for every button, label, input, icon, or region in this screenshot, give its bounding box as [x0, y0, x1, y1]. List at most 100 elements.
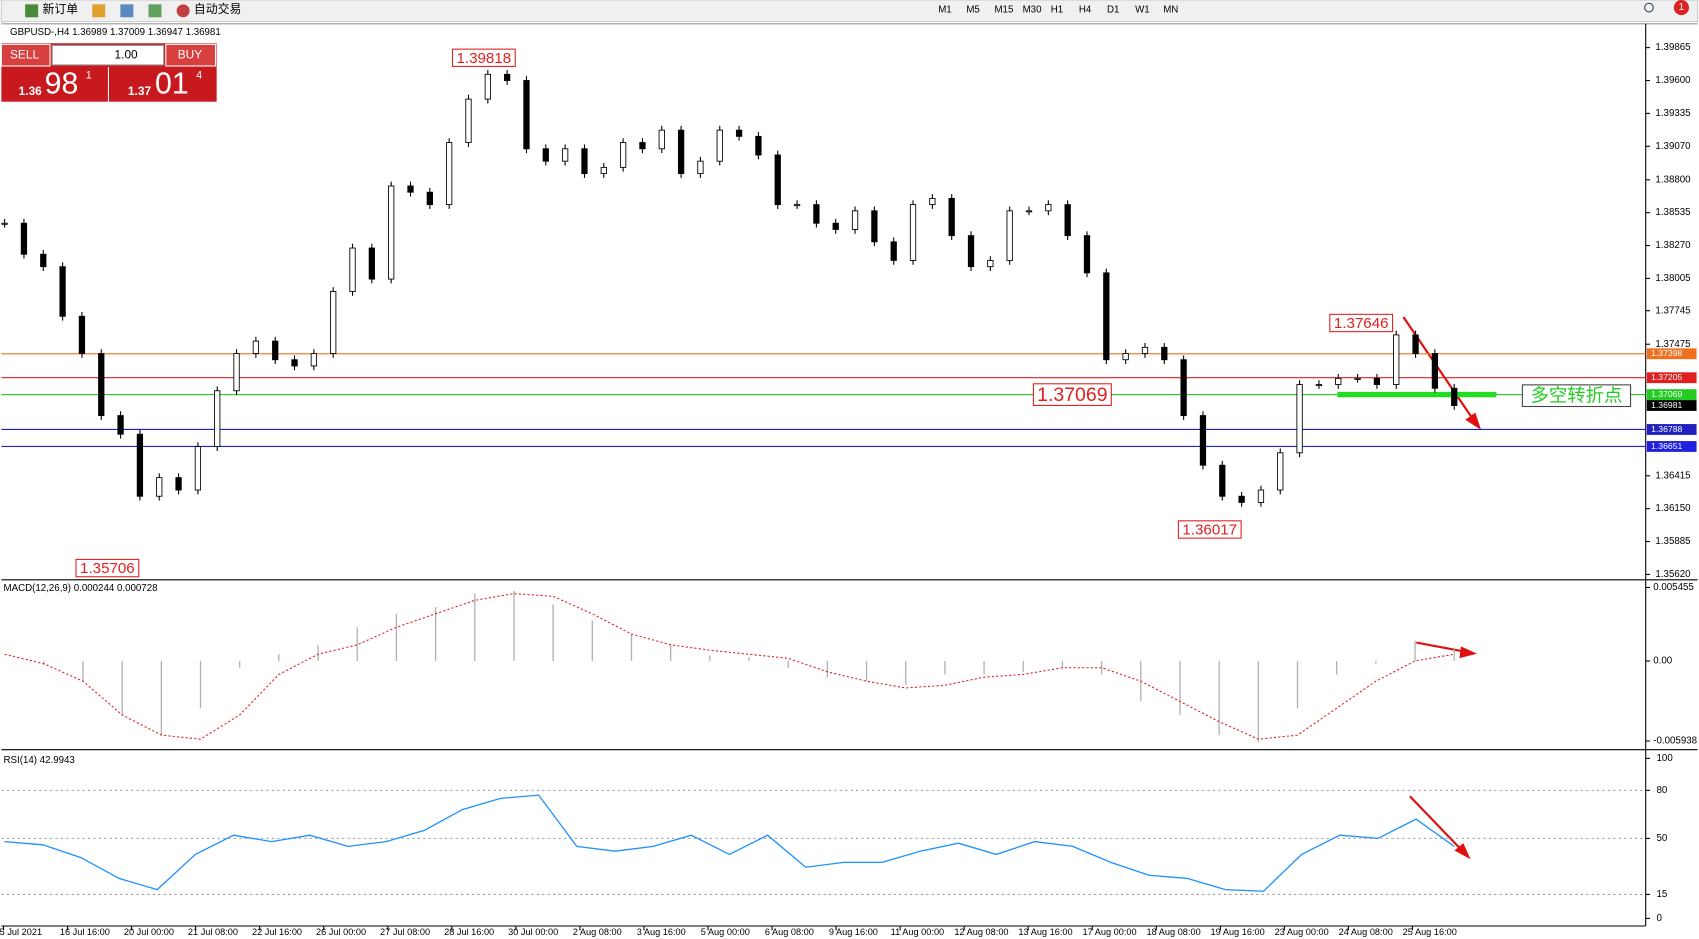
- timeframe-button[interactable]: H1: [1051, 4, 1063, 15]
- level-label: 1.37398: [1651, 348, 1682, 358]
- timeframe-button[interactable]: MN: [1163, 4, 1178, 15]
- timeframe-button[interactable]: H4: [1079, 4, 1092, 15]
- sell-button[interactable]: [0, 43, 51, 67]
- y-tick-label: 1.39600: [1655, 75, 1691, 86]
- candle-body: [909, 204, 917, 261]
- y-tick-label: 1.38270: [1655, 240, 1691, 251]
- x-tick-label: 6 Aug 08:00: [765, 927, 814, 937]
- candle-body: [1412, 334, 1419, 354]
- candle-body: [1045, 204, 1052, 212]
- level-label: 1.37205: [1651, 372, 1682, 382]
- candle-body: [20, 222, 28, 255]
- candle-body: [194, 446, 202, 491]
- timeframe-button[interactable]: W1: [1135, 4, 1150, 15]
- lot-input[interactable]: [51, 44, 165, 66]
- macd-signal: [4, 593, 1455, 740]
- level-tag: [1646, 372, 1697, 384]
- candle-body: [1219, 464, 1226, 497]
- level-tag: [1646, 348, 1697, 360]
- timeframe-button[interactable]: D1: [1107, 4, 1119, 15]
- autotrade-icon[interactable]: [176, 4, 190, 18]
- y-tick-label: 1.37745: [1655, 305, 1690, 316]
- level-label: 1.37069: [1651, 389, 1682, 399]
- y-tick-label: 0.00: [1653, 656, 1673, 667]
- order-panel: SELL 1.00 BUY 1.36 98 1 1.37 01 4: [0, 43, 217, 102]
- y-tick-label: 0: [1657, 913, 1663, 924]
- candle-body: [388, 185, 395, 280]
- x-tick-label: 22 Jul 16:00: [252, 927, 302, 937]
- x-tick-label: 27 Jul 08:00: [380, 927, 430, 937]
- rsi-header: RSI(14) 42.9943: [4, 755, 75, 766]
- candle-body: [310, 353, 318, 367]
- x-tick-label: 9 Aug 16:00: [829, 927, 878, 937]
- trend-arrow: [1409, 795, 1465, 854]
- arrow-head: [1459, 646, 1477, 659]
- ask-prefix: 1.37: [128, 84, 152, 98]
- candle-body: [929, 197, 936, 206]
- candle-body: [987, 260, 994, 268]
- candle-body: [1257, 489, 1265, 503]
- annotation: 1.39818: [457, 50, 512, 67]
- arrow-head: [1465, 412, 1482, 430]
- x-tick-label: 16 Jul 16:00: [60, 927, 110, 937]
- candle-body: [1161, 346, 1168, 361]
- timeframe-button[interactable]: M30: [1023, 4, 1043, 15]
- candle-body: [1103, 272, 1110, 361]
- timeframe-button[interactable]: M15: [994, 4, 1013, 15]
- note: 多空转折点: [1531, 385, 1623, 406]
- autotrade-button[interactable]: 自动交易: [194, 2, 242, 16]
- candle-body: [1238, 495, 1245, 503]
- notification-badge[interactable]: [1673, 0, 1689, 16]
- level-tag: [1646, 400, 1697, 411]
- candle-body: [1199, 415, 1207, 466]
- x-tick-label: 11 Aug 00:00: [891, 927, 944, 937]
- candle-body: [1354, 377, 1361, 380]
- candle-body: [793, 204, 801, 207]
- x-tick-label: 5 Aug 00:00: [701, 927, 750, 937]
- candle-body: [1064, 204, 1071, 237]
- candle-body: [233, 353, 240, 392]
- buy-button[interactable]: [165, 43, 217, 67]
- candle-body: [871, 210, 878, 243]
- toolbar: [0, 0, 1699, 23]
- candle-body: [368, 247, 375, 280]
- y-tick-label: 50: [1657, 833, 1668, 844]
- icon[interactable]: [120, 4, 134, 18]
- candle-body: [78, 315, 86, 354]
- candle-body: [252, 340, 260, 354]
- candle-body: [619, 142, 627, 168]
- x-tick-label: 2 Aug 08:00: [573, 927, 622, 937]
- x-tick-label: 21 Jul 08:00: [188, 927, 238, 937]
- search-icon[interactable]: [1644, 2, 1654, 13]
- y-tick-label: 1.36150: [1655, 503, 1691, 514]
- x-tick-label: 19 Aug 16:00: [1211, 927, 1265, 937]
- y-tick-label: 80: [1657, 785, 1668, 796]
- candle-body: [291, 359, 298, 367]
- candle-body: [967, 235, 975, 268]
- icon[interactable]: [92, 4, 106, 18]
- level-tag: [1646, 389, 1697, 401]
- candle-body: [136, 433, 144, 497]
- buy-label: BUY: [178, 47, 202, 61]
- candle-body: [1180, 359, 1187, 417]
- timeframe-button[interactable]: M1: [938, 4, 952, 15]
- candle-body: [117, 415, 124, 435]
- candle-body: [523, 80, 530, 150]
- x-tick-label: 26 Jul 00:00: [316, 927, 366, 937]
- candle-body: [426, 191, 433, 206]
- new-order-button[interactable]: 新订单: [42, 2, 78, 16]
- candle-body: [851, 210, 859, 230]
- candle-body: [813, 204, 820, 224]
- timeframe-button[interactable]: M5: [966, 4, 980, 15]
- y-tick-label: 1.35885: [1655, 536, 1690, 547]
- new-order-icon[interactable]: [25, 4, 39, 18]
- icon[interactable]: [148, 4, 162, 18]
- candle-body: [214, 390, 221, 448]
- annotation-box: [1177, 520, 1242, 539]
- y-tick-label: 1.38005: [1655, 273, 1690, 284]
- y-tick-label: 1.39865: [1655, 42, 1690, 53]
- y-tick-label: 1.35620: [1655, 569, 1691, 580]
- candle-body: [658, 129, 665, 150]
